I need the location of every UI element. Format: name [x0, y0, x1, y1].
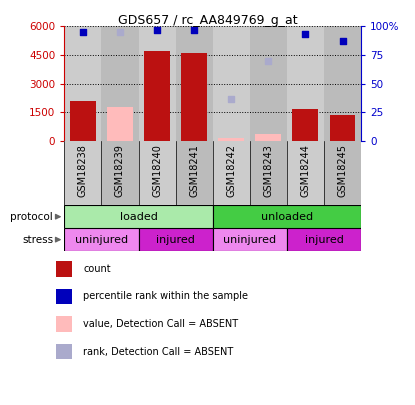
- Bar: [213, 205, 361, 228]
- Text: stress: stress: [22, 234, 53, 245]
- Bar: [64, 141, 101, 205]
- Bar: [250, 141, 287, 205]
- Text: GSM18242: GSM18242: [226, 144, 236, 197]
- Point: [302, 31, 309, 38]
- Point: [265, 58, 272, 64]
- Bar: [176, 141, 213, 205]
- Point: [154, 26, 160, 33]
- Bar: [287, 26, 324, 141]
- Bar: [64, 228, 139, 251]
- Bar: [139, 228, 213, 251]
- Text: injured: injured: [156, 234, 195, 245]
- Bar: [213, 228, 287, 251]
- Bar: [293, 109, 318, 141]
- Text: unloaded: unloaded: [261, 212, 313, 222]
- Point: [339, 38, 346, 45]
- Text: value, Detection Call = ABSENT: value, Detection Call = ABSENT: [83, 319, 238, 329]
- Text: uninjured: uninjured: [223, 234, 276, 245]
- Text: loaded: loaded: [120, 212, 157, 222]
- Text: GSM18245: GSM18245: [337, 144, 347, 197]
- Bar: [287, 228, 361, 251]
- Point: [80, 29, 86, 35]
- Text: GSM18239: GSM18239: [115, 144, 125, 197]
- Bar: [213, 141, 250, 205]
- Text: count: count: [83, 264, 111, 274]
- Text: GSM18243: GSM18243: [264, 144, 273, 197]
- Bar: [324, 26, 361, 141]
- Point: [117, 29, 123, 35]
- Bar: [213, 26, 250, 141]
- Bar: [218, 138, 244, 141]
- Text: GDS657 / rc_AA849769_g_at: GDS657 / rc_AA849769_g_at: [118, 14, 297, 27]
- Bar: [70, 101, 96, 141]
- Bar: [250, 26, 287, 141]
- Bar: [139, 26, 176, 141]
- Bar: [64, 26, 101, 141]
- Bar: [64, 205, 213, 228]
- Bar: [139, 141, 176, 205]
- Text: uninjured: uninjured: [75, 234, 128, 245]
- Bar: [330, 115, 356, 141]
- Bar: [107, 107, 133, 141]
- Bar: [324, 141, 361, 205]
- Text: GSM18241: GSM18241: [189, 144, 199, 197]
- Text: GSM18240: GSM18240: [152, 144, 162, 197]
- Bar: [101, 141, 139, 205]
- Text: rank, Detection Call = ABSENT: rank, Detection Call = ABSENT: [83, 347, 233, 356]
- Text: protocol: protocol: [10, 212, 53, 222]
- Text: percentile rank within the sample: percentile rank within the sample: [83, 292, 248, 301]
- Point: [191, 26, 198, 33]
- Point: [228, 95, 234, 102]
- Text: GSM18238: GSM18238: [78, 144, 88, 197]
- Bar: [101, 26, 139, 141]
- Text: GSM18244: GSM18244: [300, 144, 310, 197]
- Bar: [287, 141, 324, 205]
- Text: injured: injured: [305, 234, 343, 245]
- Bar: [144, 51, 170, 141]
- Bar: [181, 53, 207, 141]
- Bar: [255, 134, 281, 141]
- Bar: [176, 26, 213, 141]
